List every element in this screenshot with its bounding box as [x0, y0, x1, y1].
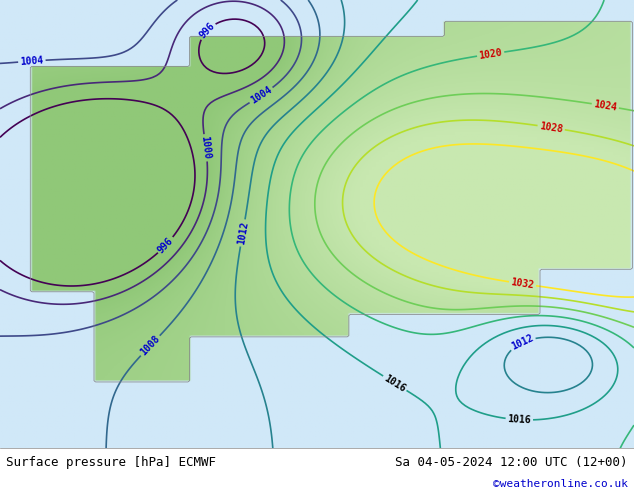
- Text: 1024: 1024: [593, 99, 618, 113]
- Text: Surface pressure [hPa] ECMWF: Surface pressure [hPa] ECMWF: [6, 456, 216, 469]
- Text: 1016: 1016: [382, 373, 408, 393]
- Text: 1020: 1020: [478, 48, 503, 61]
- Text: 1032: 1032: [510, 277, 535, 291]
- Text: 1012: 1012: [236, 220, 250, 245]
- Text: 1004: 1004: [20, 55, 44, 67]
- Text: 1004: 1004: [249, 85, 274, 106]
- Text: Sa 04-05-2024 12:00 UTC (12+00): Sa 04-05-2024 12:00 UTC (12+00): [395, 456, 628, 469]
- Text: 1008: 1008: [139, 334, 162, 358]
- Text: 996: 996: [156, 235, 176, 255]
- Text: ©weatheronline.co.uk: ©weatheronline.co.uk: [493, 479, 628, 489]
- Text: 996: 996: [197, 21, 217, 41]
- Text: 1016: 1016: [507, 414, 531, 425]
- Text: 1028: 1028: [539, 121, 564, 134]
- Text: 1000: 1000: [200, 136, 212, 160]
- Text: 1012: 1012: [510, 333, 535, 352]
